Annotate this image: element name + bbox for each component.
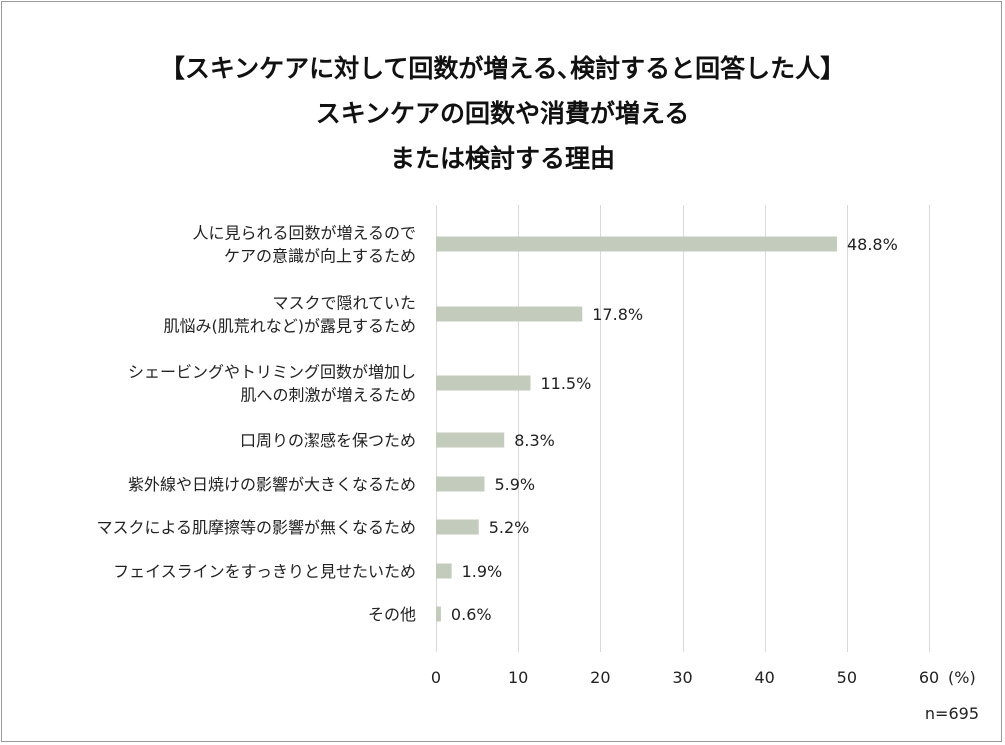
x-tick-label-0: 0 [431,668,441,687]
category-label-7-0: その他 [368,605,416,624]
bars [436,236,837,622]
value-label-0: 48.8% [847,235,898,254]
bar-1 [436,306,583,322]
bar-3 [436,432,505,448]
bar-6 [436,563,452,579]
bar-0 [436,236,837,252]
x-tick-label-10: 10 [508,668,528,687]
grid-lines [436,205,930,652]
value-label-4: 5.9% [494,475,535,494]
bar-7 [436,606,441,622]
category-labels: 人に見られる回数が増えるのでケアの意識が向上するためマスクで隠れていた肌悩み(肌… [96,224,416,625]
category-label-5-0: マスクによる肌摩擦等の影響が無くなるため [96,518,416,537]
bar-4 [436,476,485,492]
value-label-6: 1.9% [462,562,503,581]
value-labels: 48.8% 17.8% 11.5% 8.3% 5.9% 5.2% 1.9% 0.6% [451,235,898,624]
x-tick-label-50: 50 [837,668,857,687]
category-label-6-0: フェイスラインをすっきりと見せたいため [113,562,416,581]
title-line-1: 【スキンケアに対して回数が増える､検討すると回答した人】 [159,54,846,83]
x-axis-unit: (%) [948,668,976,687]
bar-5 [436,519,479,535]
category-label-0-1: ケアの意識が向上するため [224,247,416,266]
category-label-0-0: 人に見られる回数が増えるので [192,224,416,243]
bar-2 [436,375,531,391]
x-tick-label-20: 20 [590,668,610,687]
category-label-1-1: 肌悩み(肌荒れなど)が露見するため [164,317,417,336]
category-label-3-0: 口周りの潔感を保つため [240,431,416,450]
value-label-1: 17.8% [592,305,643,324]
category-label-1-0: マスクで隠れていた [272,294,416,313]
chart-title: 【スキンケアに対して回数が増える､検討すると回答した人】 スキンケアの回数や消費… [0,46,1005,181]
x-tick-label-30: 30 [672,668,692,687]
x-tick-label-40: 40 [754,668,774,687]
x-tick-label-60: 60 [919,668,939,687]
value-label-7: 0.6% [451,605,492,624]
category-label-4-0: 紫外線や日焼けの影響が大きくなるため [128,475,416,494]
x-axis-ticks: 0 10 20 30 40 50 60 [431,668,939,687]
value-label-3: 8.3% [514,431,555,450]
title-line-3: または検討する理由 [389,144,615,173]
sample-size-note: n=695 [925,704,979,723]
title-line-2: スキンケアの回数や消費が増える [315,99,690,128]
value-label-5: 5.2% [489,518,530,537]
category-label-2-0: シェービングやトリミング回数が増加し [128,363,416,382]
value-label-2: 11.5% [540,374,591,393]
category-label-2-1: 肌への刺激が増えるため [240,386,416,405]
